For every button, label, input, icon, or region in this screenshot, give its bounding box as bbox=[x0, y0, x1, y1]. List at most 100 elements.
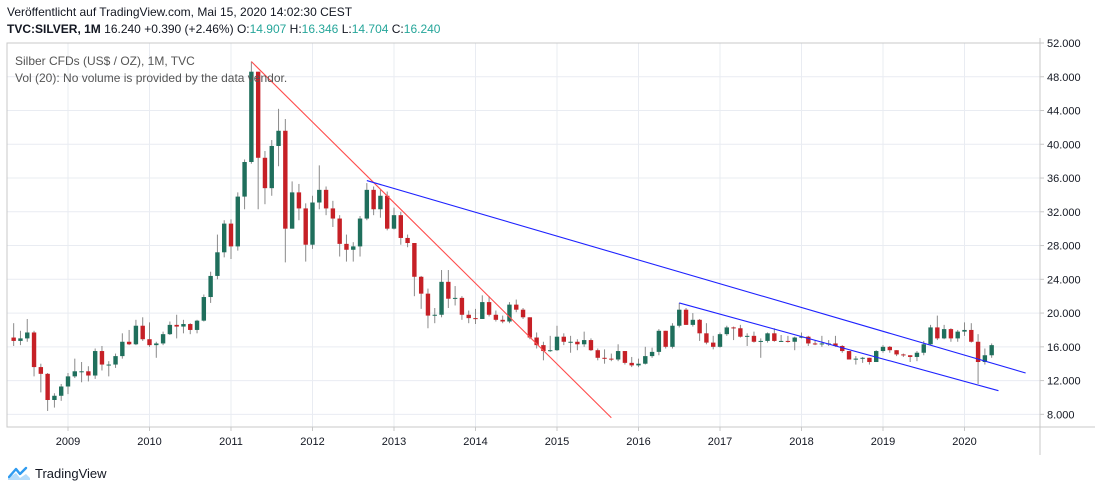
candle-body-up bbox=[724, 327, 729, 335]
candle bbox=[948, 328, 954, 342]
candle-body-up bbox=[249, 71, 254, 162]
candle-body-up bbox=[208, 275, 213, 298]
candle-body-up bbox=[65, 376, 71, 387]
trendline-blue[interactable] bbox=[366, 180, 1026, 374]
candle bbox=[581, 331, 587, 347]
candle bbox=[79, 362, 84, 383]
candle-body-up bbox=[235, 196, 240, 247]
candle bbox=[711, 335, 716, 350]
candle bbox=[480, 295, 485, 319]
candle bbox=[493, 310, 499, 322]
y-axis[interactable]: 8.000 12.000 16.000 20.000 24.000 28.000 32.00… bbox=[1040, 38, 1081, 421]
candle bbox=[622, 351, 628, 365]
candle-body-down bbox=[99, 351, 105, 365]
candle-body-down bbox=[907, 355, 913, 357]
candle bbox=[649, 347, 655, 358]
candle-body-up bbox=[955, 331, 960, 339]
candle-body-down bbox=[846, 351, 852, 360]
candle-body-down bbox=[901, 354, 906, 356]
candle bbox=[289, 181, 295, 229]
candle-body-down bbox=[262, 157, 268, 189]
trendline-blue[interactable] bbox=[679, 302, 999, 392]
candle bbox=[52, 393, 57, 408]
candle-body-up bbox=[656, 330, 662, 352]
candle-body-up bbox=[480, 302, 485, 319]
candle bbox=[283, 118, 288, 263]
candle bbox=[160, 331, 166, 346]
trendline-red[interactable] bbox=[250, 61, 612, 419]
candle-body-up bbox=[242, 161, 247, 197]
candle-body-down bbox=[385, 195, 390, 229]
candle-body-down bbox=[935, 327, 940, 339]
candle bbox=[643, 346, 648, 365]
candle bbox=[357, 216, 363, 257]
candle-body-down bbox=[833, 343, 838, 346]
candle bbox=[86, 366, 91, 382]
candle bbox=[222, 220, 227, 258]
close-label: C: bbox=[391, 22, 404, 36]
candle bbox=[452, 286, 458, 306]
candle bbox=[446, 270, 451, 309]
x-tick-label: 2020 bbox=[952, 436, 976, 448]
candle-body-up bbox=[507, 304, 512, 322]
candle bbox=[188, 323, 193, 335]
brand-logo[interactable]: TradingView bbox=[8, 465, 107, 481]
candle bbox=[860, 356, 865, 363]
candle bbox=[113, 353, 118, 368]
candle bbox=[962, 322, 967, 336]
candle bbox=[704, 323, 709, 345]
trendlines-layer bbox=[250, 61, 1026, 419]
candle-body-down bbox=[425, 293, 431, 316]
last-price: 16.240 bbox=[104, 22, 141, 36]
candle bbox=[317, 165, 322, 210]
candle-body-down bbox=[622, 351, 628, 363]
candle bbox=[629, 356, 634, 368]
candle bbox=[697, 318, 702, 341]
candle-body-down bbox=[534, 337, 539, 346]
candle bbox=[466, 310, 471, 324]
candle-body-up bbox=[167, 324, 173, 335]
candle-body-up bbox=[819, 343, 825, 345]
candle-body-down bbox=[663, 330, 668, 347]
x-tick-label: 2009 bbox=[56, 436, 80, 448]
candle bbox=[269, 140, 274, 196]
candle-body-down bbox=[751, 335, 757, 342]
candle-body-down bbox=[466, 314, 471, 319]
candle-body-up bbox=[744, 335, 750, 337]
candle-body-down bbox=[486, 302, 492, 315]
candle bbox=[717, 332, 723, 348]
candle bbox=[887, 345, 892, 353]
y-tick-label: 8.000 bbox=[1047, 409, 1075, 421]
candle bbox=[575, 339, 580, 351]
candle-body-down bbox=[948, 329, 954, 339]
candle-body-up bbox=[72, 371, 77, 377]
candle-body-up bbox=[432, 314, 437, 316]
candle bbox=[194, 319, 200, 334]
candle-body-down bbox=[975, 341, 981, 363]
candle bbox=[385, 191, 390, 231]
candle bbox=[656, 329, 662, 356]
candle bbox=[514, 299, 519, 313]
y-tick-label: 12.000 bbox=[1047, 376, 1081, 388]
candle bbox=[772, 328, 777, 342]
candle-body-down bbox=[969, 329, 974, 342]
candle bbox=[941, 324, 947, 340]
x-axis[interactable]: 2009 2010 2011 2012 2013 2014 2015 2016 2017 2018… bbox=[56, 427, 977, 448]
candle-body-down bbox=[493, 314, 499, 320]
candle bbox=[439, 270, 444, 318]
candle-body-down bbox=[785, 340, 791, 342]
candle bbox=[351, 242, 356, 262]
candle bbox=[609, 353, 614, 362]
x-tick-label: 2018 bbox=[789, 436, 813, 448]
candle-body-up bbox=[860, 357, 865, 359]
candle-body-up bbox=[154, 343, 159, 346]
high-value: 16.346 bbox=[301, 22, 339, 36]
candle-body-up bbox=[92, 351, 98, 376]
candle-body-up bbox=[717, 334, 723, 347]
chart-frame bbox=[6, 38, 1095, 455]
candle-body-up bbox=[317, 189, 322, 203]
candle-body-up bbox=[222, 223, 227, 253]
candle bbox=[330, 200, 336, 227]
candle bbox=[235, 192, 240, 251]
